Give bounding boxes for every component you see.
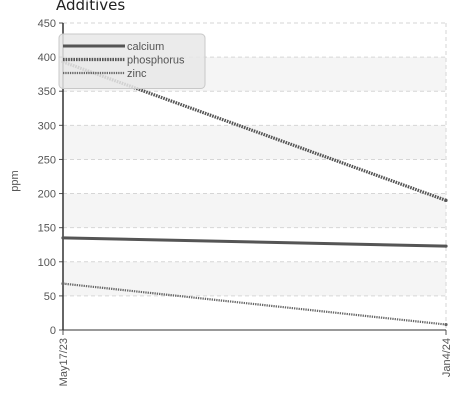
y-tick-labels: 0 50 100 150 200 250 300 350 400 450 <box>38 18 56 337</box>
data-point-zinc <box>61 282 65 286</box>
plot-bands <box>63 57 446 296</box>
y-tick-label: 200 <box>38 189 56 201</box>
legend-label-calcium: calcium <box>127 41 164 53</box>
y-tick-label: 400 <box>38 52 56 64</box>
data-point-calcium <box>444 244 448 248</box>
y-tick-label: 250 <box>38 154 56 166</box>
x-tick-labels: May17/23 Jan4/24 <box>58 338 453 386</box>
chart-title: Additives <box>56 0 125 14</box>
series-line-zinc <box>62 282 447 326</box>
plot-band <box>63 261 446 296</box>
data-point-phosphorus <box>444 198 448 202</box>
y-tick-label: 300 <box>38 120 56 132</box>
legend-label-phosphorus: phosphorus <box>127 55 185 67</box>
data-point-calcium <box>61 236 65 240</box>
y-tick-label: 0 <box>50 325 56 337</box>
data-point-zinc <box>444 322 448 327</box>
legend-box <box>58 33 206 89</box>
y-tick-label: 150 <box>38 223 56 235</box>
grid-lines <box>62 22 447 331</box>
y-axis-label: ppm <box>9 170 21 191</box>
plot-band <box>63 193 446 228</box>
y-tick-label: 450 <box>38 18 56 30</box>
x-tick-label: May17/23 <box>58 338 70 386</box>
x-tick-label: Jan4/24 <box>441 338 453 377</box>
legend-label-zinc: zinc <box>127 68 147 80</box>
y-tick-label: 100 <box>38 257 56 269</box>
y-tick-label: 350 <box>38 86 56 98</box>
y-tick-label: 50 <box>44 291 56 303</box>
series-line-calcium <box>62 236 447 248</box>
